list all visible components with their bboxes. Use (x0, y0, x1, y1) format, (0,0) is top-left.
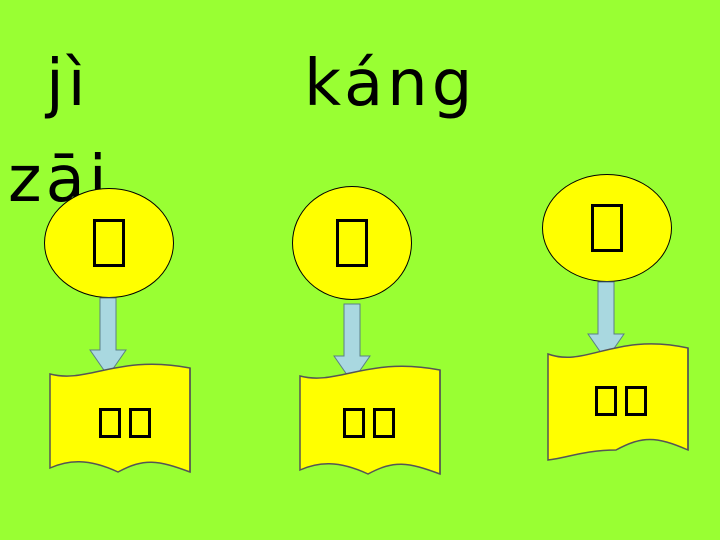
down-arrow-1 (89, 297, 127, 377)
word-3 (576, 386, 666, 416)
word-3-glyph-2 (625, 386, 647, 416)
word-2-glyph-1 (343, 408, 365, 438)
word-2 (324, 408, 414, 438)
word-2-glyph-2 (373, 408, 395, 438)
pinyin-ji: jì (46, 47, 90, 121)
down-arrow-3 (587, 281, 625, 361)
down-arrow-2 (333, 303, 371, 383)
character-glyph-2 (336, 219, 368, 267)
character-bubble-1 (44, 188, 174, 298)
character-glyph-1 (93, 219, 125, 267)
word-1-glyph-2 (129, 408, 151, 438)
word-1-glyph-1 (99, 408, 121, 438)
word-1 (70, 408, 180, 438)
word-scroll-2 (299, 365, 441, 476)
pinyin-kang: káng (304, 47, 477, 121)
character-bubble-3 (542, 174, 672, 282)
word-3-glyph-1 (595, 386, 617, 416)
character-bubble-2 (292, 186, 412, 300)
word-scroll-3 (547, 343, 689, 461)
character-glyph-3 (591, 204, 623, 252)
